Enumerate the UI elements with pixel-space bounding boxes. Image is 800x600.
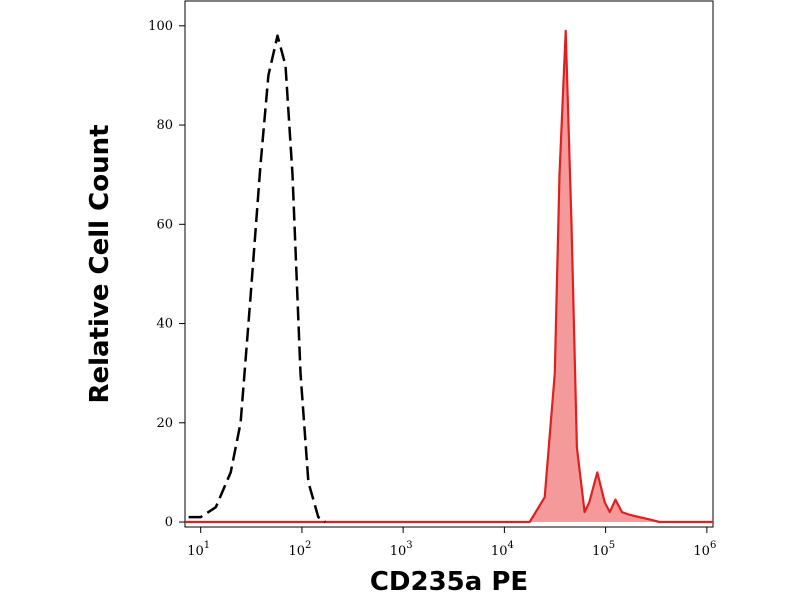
x-tick-exponent: 5 [609, 540, 615, 551]
histogram-line [188, 34, 326, 524]
x-tick-base: 10 [288, 544, 305, 559]
x-tick-base: 10 [592, 544, 609, 559]
x-tick-exponent: 1 [204, 540, 210, 551]
x-axis-label: CD235a PE [370, 567, 528, 597]
x-tick-exponent: 2 [305, 540, 311, 551]
histogram-area [185, 30, 713, 523]
y-tick-label: 80 [156, 118, 173, 133]
y-tick-label: 100 [148, 19, 173, 34]
y-tick-label: 0 [165, 515, 173, 530]
x-tick-base: 10 [187, 544, 204, 559]
x-tick-label: 106 [693, 540, 716, 559]
plot-frame [184, 0, 714, 528]
y-tick-label: 20 [156, 416, 173, 431]
x-tick-label: 103 [390, 540, 413, 559]
x-tick-base: 10 [491, 544, 508, 559]
x-tick-exponent: 6 [710, 540, 716, 551]
x-tick-base: 10 [693, 544, 710, 559]
x-tick-label: 101 [187, 540, 210, 559]
y-tick-label: 40 [156, 317, 173, 332]
x-tick-base: 10 [390, 544, 407, 559]
y-axis-label: Relative Cell Count [85, 124, 115, 403]
histogram-line [185, 29, 713, 524]
x-tick-label: 102 [288, 540, 311, 559]
y-tick-label: 60 [156, 217, 173, 232]
x-tick-exponent: 4 [507, 540, 513, 551]
x-tick-label: 105 [592, 540, 615, 559]
x-tick-label: 104 [491, 540, 514, 559]
x-tick-exponent: 3 [406, 540, 412, 551]
